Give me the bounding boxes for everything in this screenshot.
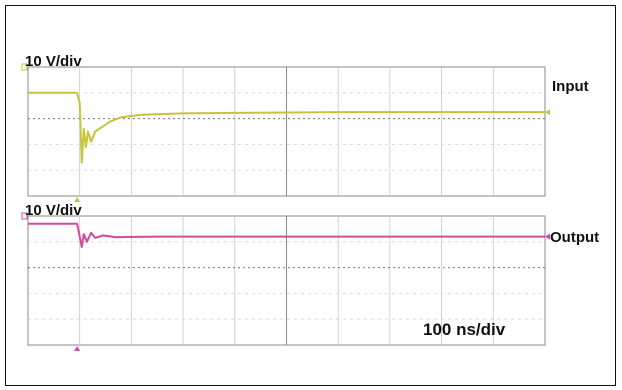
trace-input bbox=[28, 91, 545, 164]
top-panel-grid bbox=[21, 63, 546, 202]
output-trace-label: Output bbox=[550, 229, 599, 246]
figure-frame bbox=[5, 5, 616, 386]
trigger-marker bbox=[74, 346, 81, 351]
bottom-scale-label: 10 V/div bbox=[25, 202, 82, 219]
trigger-marker bbox=[74, 197, 81, 202]
ground-marker bbox=[21, 212, 28, 220]
bottom-panel-grid bbox=[21, 212, 546, 351]
traces bbox=[28, 91, 550, 248]
top-scale-label: 10 V/div bbox=[25, 53, 82, 70]
trace-output bbox=[28, 222, 545, 248]
trace-end-marker bbox=[545, 109, 550, 116]
timebase-label: 100 ns/div bbox=[423, 320, 506, 339]
input-trace-label: Input bbox=[552, 78, 589, 95]
ground-marker bbox=[21, 63, 28, 71]
trace-end-marker bbox=[545, 233, 550, 240]
